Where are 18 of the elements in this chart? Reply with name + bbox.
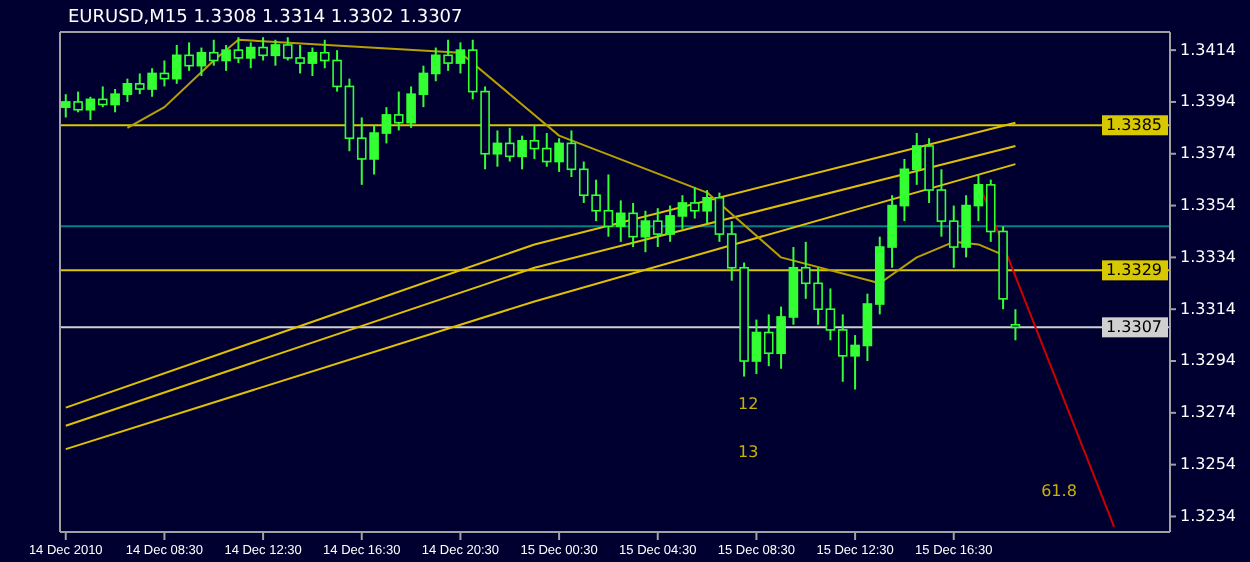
ref-line-label: 1.3329 [1106, 260, 1162, 279]
y-tick-label: 1.3314 [1180, 299, 1236, 318]
y-tick-label: 1.3394 [1180, 92, 1236, 111]
ref-line-label: 1.3385 [1106, 115, 1162, 134]
y-tick-label: 1.3254 [1180, 455, 1236, 474]
y-tick-label: 1.3234 [1180, 506, 1236, 525]
y-tick-label: 1.3414 [1180, 40, 1236, 59]
y-tick-label: 1.3354 [1180, 195, 1236, 214]
chart-title: EURUSD,M15 1.3308 1.3314 1.3302 1.3307 [68, 8, 463, 28]
candlestick [1010, 308, 1021, 342]
ref-line-label: 1.3307 [1106, 317, 1162, 336]
annotation: 12 [738, 394, 759, 413]
annotation: 13 [738, 442, 759, 461]
y-tick-label: 1.3374 [1180, 144, 1236, 163]
y-tick-label: 1.3294 [1180, 351, 1236, 370]
y-tick-label: 1.3274 [1180, 403, 1236, 422]
annotation: 61.8 [1041, 482, 1077, 501]
y-tick-label: 1.3334 [1180, 247, 1236, 266]
